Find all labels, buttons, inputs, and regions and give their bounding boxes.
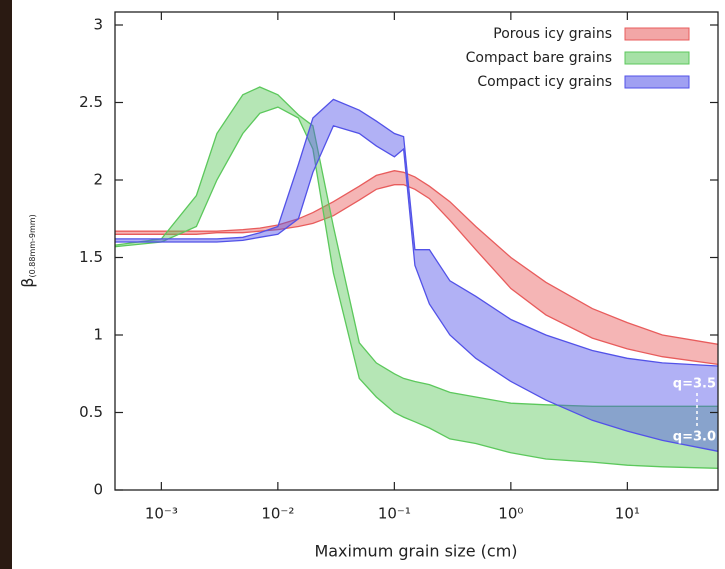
x-tick-label: 10¹ (615, 505, 640, 523)
legend-label: Compact icy grains (477, 74, 612, 90)
band-fill (115, 99, 718, 452)
legend-swatch (624, 51, 690, 65)
band-lower (114, 106, 719, 469)
legend-label: Porous icy grains (493, 26, 612, 42)
x-tick-label: 10⁻³ (145, 505, 178, 523)
y-tick-label: 0.5 (79, 403, 103, 421)
band-lower (115, 184, 719, 366)
annotation: q=3.0 (673, 430, 716, 445)
band-lower (115, 125, 719, 452)
y-label-main: β (18, 277, 37, 287)
y-tick-label: 0 (93, 481, 103, 499)
band-fill (115, 170, 718, 365)
annotation: q=3.5 (673, 377, 716, 392)
legend-label: Compact bare grains (466, 50, 612, 66)
band-fill (115, 87, 718, 469)
band-upper (114, 86, 718, 407)
y-tick-label: 2.5 (79, 93, 103, 111)
y-tick-label: 1.5 (79, 248, 103, 266)
y-label-sub: (0.88mm-9mm) (28, 214, 37, 277)
x-tick-label: 10⁻² (261, 505, 294, 523)
legend-swatch (624, 27, 690, 41)
plot-area (114, 86, 719, 469)
x-axis-label: Maximum grain size (cm) (314, 542, 517, 561)
y-tick-label: 2 (93, 171, 103, 189)
y-tick-label: 1 (93, 326, 103, 344)
y-tick-label: 3 (93, 16, 103, 34)
band-upper (115, 170, 719, 345)
x-tick-label: 10⁻¹ (378, 505, 411, 523)
plot-frame (114, 11, 719, 491)
band-upper (115, 98, 719, 367)
legend-swatch (624, 75, 690, 89)
x-tick-label: 10⁰ (498, 505, 523, 523)
photo-edge (0, 0, 12, 569)
y-axis-label: β(0.88mm-9mm) (18, 214, 37, 287)
